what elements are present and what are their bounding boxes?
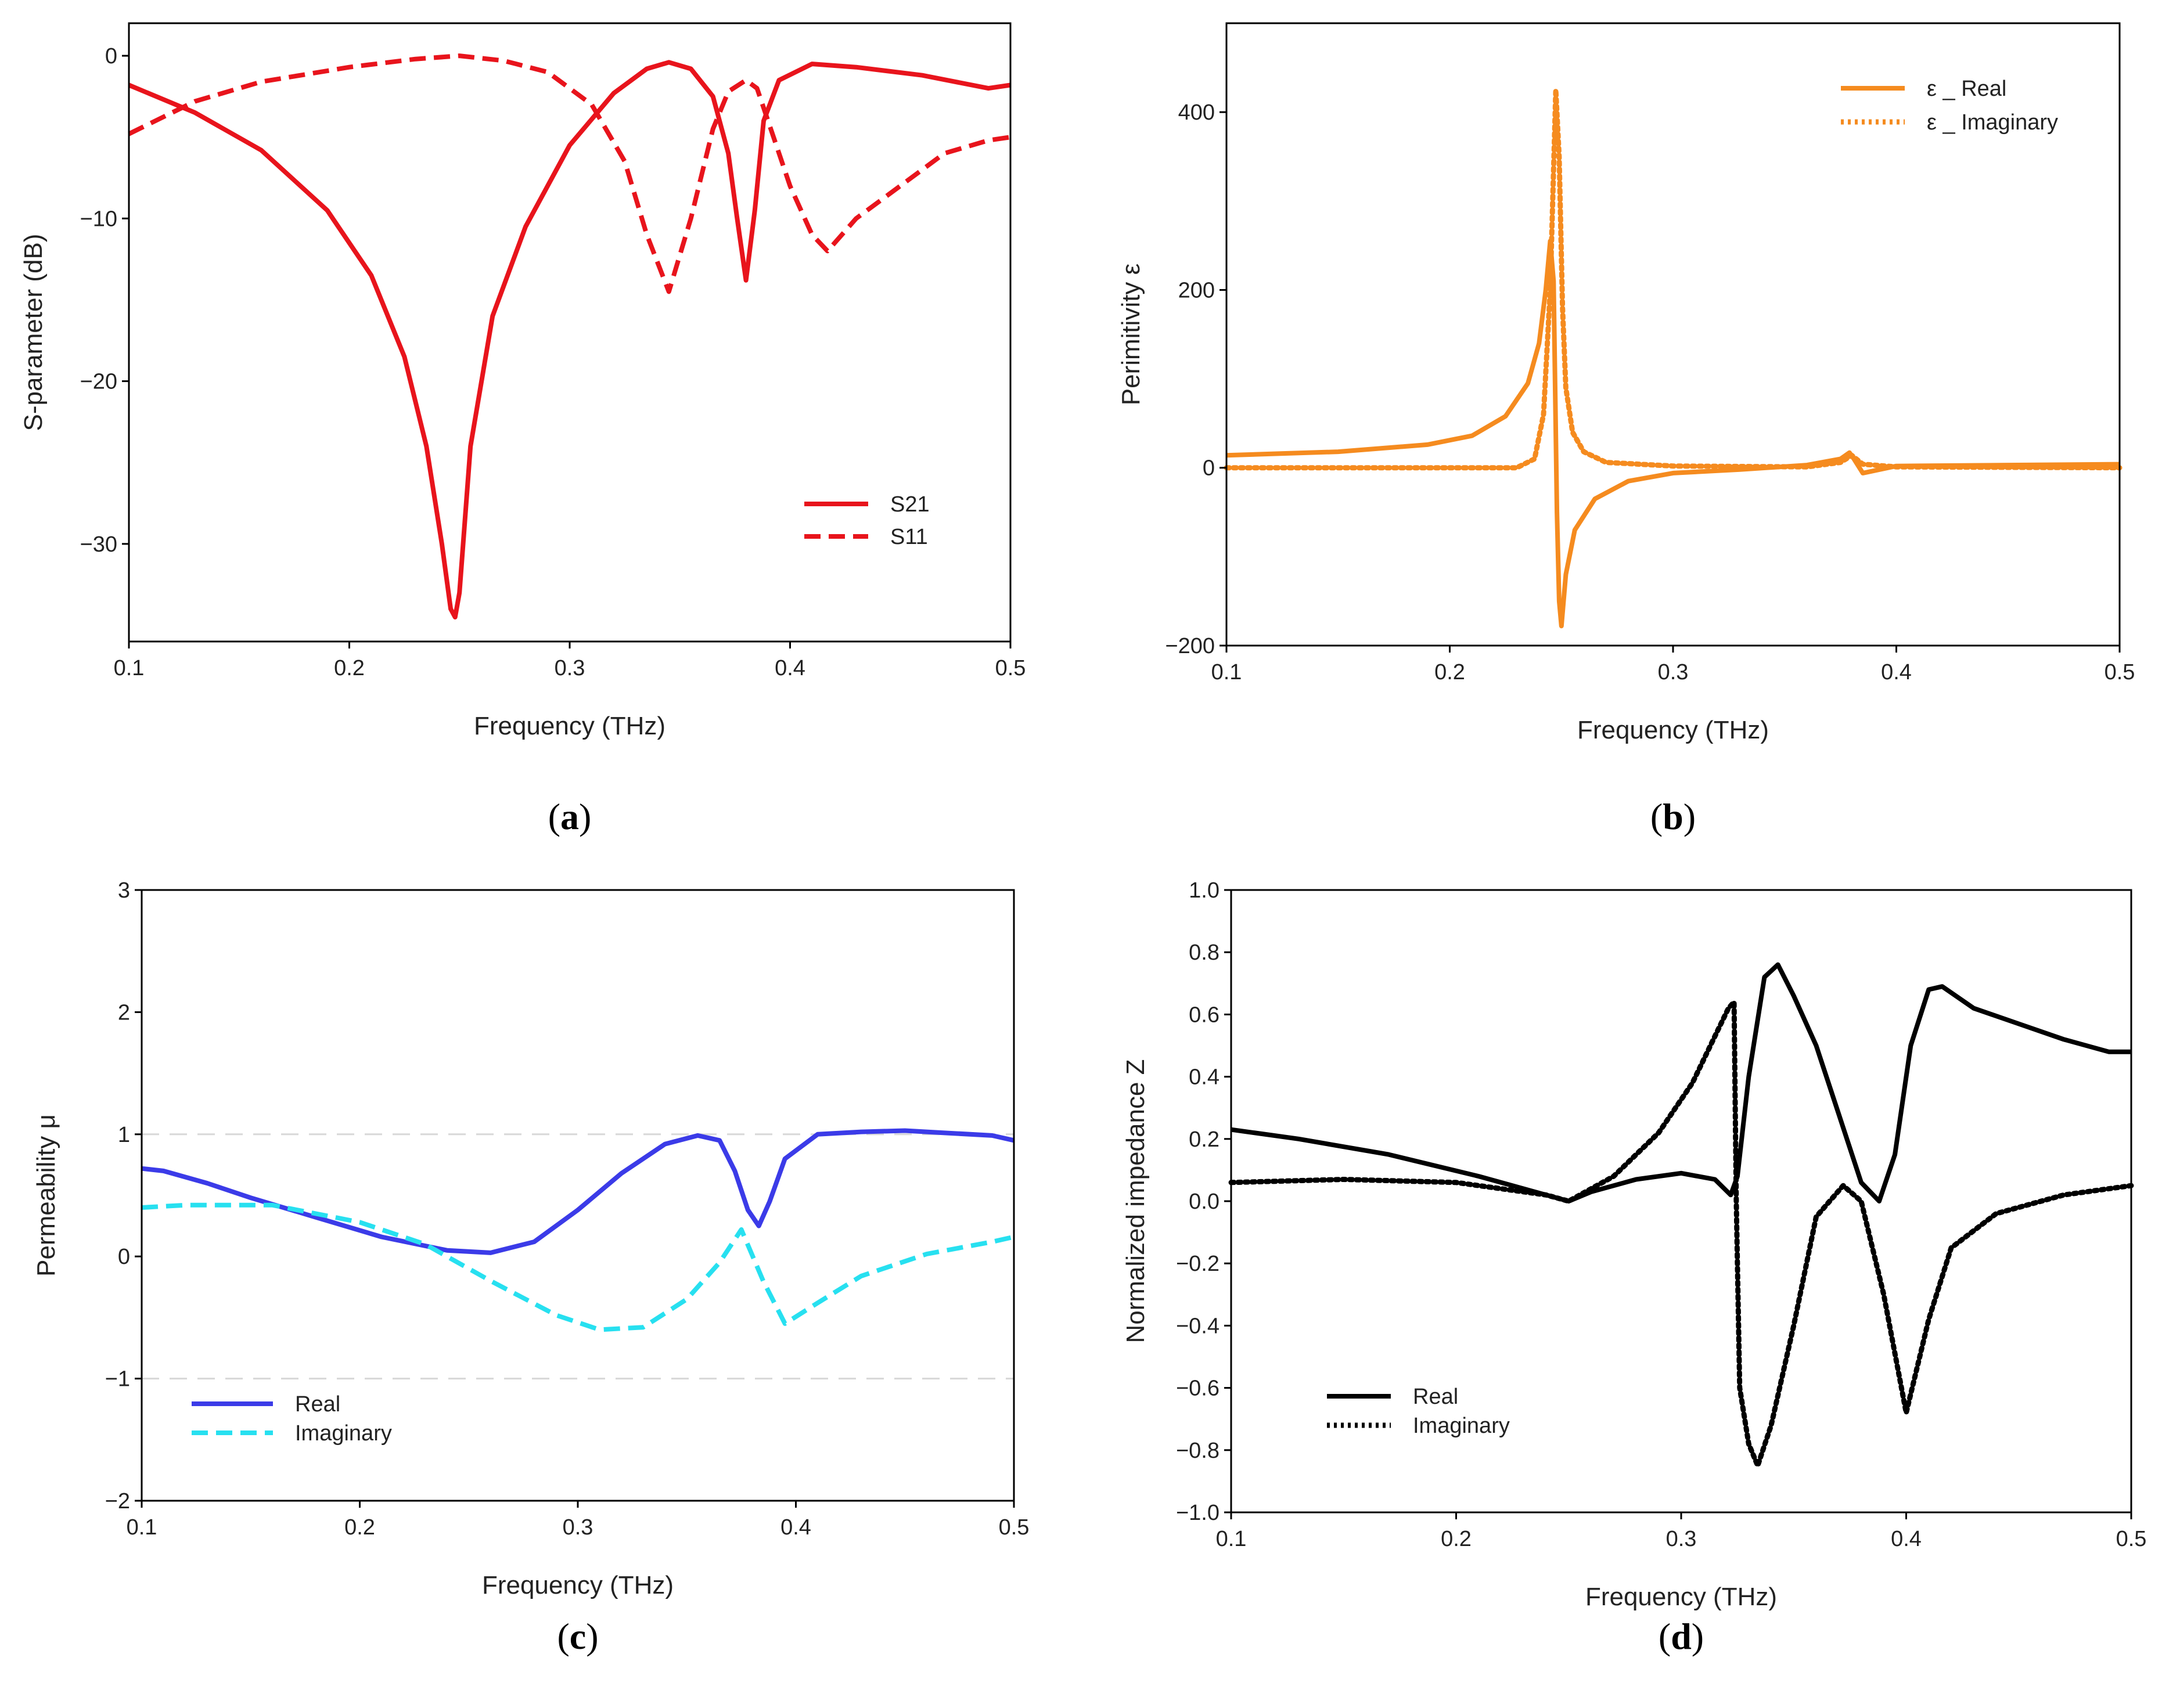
x-tick-label: 0.5 bbox=[999, 1515, 1030, 1540]
x-tick-label: 0.3 bbox=[1658, 660, 1689, 684]
series-line-s21 bbox=[128, 60, 1011, 619]
x-tick-label: 0.2 bbox=[1434, 660, 1465, 684]
x-tick-label: 0.3 bbox=[1666, 1527, 1697, 1551]
x-axis-label: Frequency (THz) bbox=[474, 712, 665, 740]
series-line-real bbox=[1231, 962, 2131, 1203]
y-tick-label: 0.6 bbox=[1189, 1003, 1220, 1027]
legend: Real Imaginary bbox=[192, 1392, 392, 1446]
y-tick-label: 0.8 bbox=[1189, 941, 1220, 965]
legend-label: ε _ Real bbox=[1927, 77, 2006, 101]
legend: ε _ Real ε _ Imaginary bbox=[1841, 77, 2058, 135]
y-tick-label: −200 bbox=[1165, 634, 1215, 658]
legend-label: S11 bbox=[890, 525, 928, 549]
y-tick-label: −0.2 bbox=[1176, 1252, 1220, 1276]
y-axis-label: Normalized impedance Z bbox=[1121, 1059, 1150, 1343]
legend: Real Imaginary bbox=[1327, 1385, 1510, 1438]
chart-panel-b: 0.1 0.2 0.3 0.4 0.5 400 200 0 −200 Frequency (THz… bbox=[1117, 22, 2135, 837]
panel-caption-letter: a bbox=[560, 796, 579, 837]
plot-frame bbox=[141, 889, 1015, 1502]
y-tick-label: 3 bbox=[118, 878, 130, 903]
series-line-imaginary bbox=[1224, 87, 2123, 471]
x-tick-label: 0.3 bbox=[555, 656, 585, 680]
series-line-s11 bbox=[128, 53, 1011, 294]
x-tick-label: 0.5 bbox=[2116, 1527, 2147, 1551]
y-tick-label: 1 bbox=[118, 1123, 130, 1147]
panel-caption-letter: b bbox=[1663, 796, 1683, 837]
x-tick-label: 0.2 bbox=[344, 1515, 375, 1540]
x-tick-label: 0.1 bbox=[127, 1515, 157, 1540]
x-tick-label: 0.4 bbox=[775, 656, 805, 680]
legend-label: Imaginary bbox=[1413, 1414, 1510, 1438]
x-tick-label: 0.1 bbox=[1216, 1527, 1247, 1551]
plot-frame bbox=[128, 22, 1012, 643]
plot-frame bbox=[1230, 889, 2132, 1514]
y-tick-label: 0.0 bbox=[1189, 1190, 1220, 1214]
x-tick-label: 0.4 bbox=[780, 1515, 811, 1540]
y-tick-label: −1 bbox=[105, 1367, 130, 1392]
y-tick-label: −0.6 bbox=[1176, 1377, 1220, 1401]
panel-caption-letter: d bbox=[1671, 1616, 1692, 1657]
y-tick-label: 0 bbox=[118, 1245, 130, 1269]
panel-caption: (d) bbox=[1659, 1616, 1704, 1657]
y-axis-label: S-parameter (dB) bbox=[19, 234, 48, 431]
x-axis-label: Frequency (THz) bbox=[1577, 716, 1769, 744]
y-tick-label: 0.2 bbox=[1189, 1127, 1220, 1152]
series-line-real bbox=[1226, 239, 2120, 629]
panel-caption: (b) bbox=[1650, 796, 1696, 837]
series-line-imaginary bbox=[141, 1202, 1015, 1332]
x-tick-label: 0.2 bbox=[334, 656, 365, 680]
x-tick-label: 0.4 bbox=[1881, 660, 1912, 684]
x-tick-label: 0.5 bbox=[2105, 660, 2135, 684]
y-tick-label: −2 bbox=[105, 1489, 130, 1514]
legend-label: Real bbox=[1413, 1385, 1458, 1409]
x-tick-label: 0.1 bbox=[114, 656, 145, 680]
y-tick-label: −0.4 bbox=[1176, 1314, 1220, 1338]
series-line-imaginary bbox=[1228, 999, 2134, 1469]
x-tick-label: 0.4 bbox=[1891, 1527, 1922, 1551]
legend-label: ε _ Imaginary bbox=[1927, 110, 2058, 135]
y-tick-label: −0.8 bbox=[1176, 1439, 1220, 1463]
panel-caption: (a) bbox=[548, 796, 592, 837]
x-tick-label: 0.5 bbox=[995, 656, 1026, 680]
y-tick-label: −10 bbox=[80, 207, 117, 231]
chart-panel-d: 0.1 0.2 0.3 0.4 0.5 1.0 0.8 0.6 0.4 0.2 0.0 −0.2 −0.… bbox=[1121, 878, 2146, 1657]
panel-caption-letter: c bbox=[570, 1616, 586, 1657]
y-tick-label: 1.0 bbox=[1189, 878, 1220, 903]
y-tick-label: 2 bbox=[118, 1000, 130, 1025]
y-tick-label: 0 bbox=[1203, 456, 1215, 481]
panel-caption: (c) bbox=[557, 1616, 598, 1657]
x-axis-label: Frequency (THz) bbox=[1585, 1583, 1777, 1611]
y-tick-label: −20 bbox=[80, 370, 117, 394]
x-tick-label: 0.3 bbox=[563, 1515, 593, 1540]
x-axis-label: Frequency (THz) bbox=[482, 1571, 674, 1599]
y-tick-label: 200 bbox=[1178, 278, 1215, 302]
legend-label: S21 bbox=[890, 492, 930, 517]
y-tick-label: −1.0 bbox=[1176, 1501, 1220, 1525]
chart-panel-c: 0.1 0.2 0.3 0.4 0.5 3 2 1 0 −1 −2 Frequency (THz) Pe… bbox=[32, 878, 1029, 1657]
legend-label: Imaginary bbox=[295, 1421, 392, 1446]
y-axis-label: Perimitivity ε bbox=[1117, 264, 1145, 406]
y-tick-label: 400 bbox=[1178, 100, 1215, 125]
chart-panel-a: 0.1 0.2 0.3 0.4 0.5 0 −10 −20 −30 Frequency (THz)… bbox=[19, 22, 1026, 837]
series-line-real bbox=[141, 1128, 1015, 1255]
y-tick-label: 0.4 bbox=[1189, 1065, 1220, 1090]
x-tick-label: 0.1 bbox=[1211, 660, 1242, 684]
legend-label: Real bbox=[295, 1392, 340, 1417]
y-tick-label: −30 bbox=[80, 532, 117, 557]
y-tick-label: 0 bbox=[105, 44, 117, 69]
x-tick-label: 0.2 bbox=[1441, 1527, 1472, 1551]
y-axis-label: Permeability μ bbox=[32, 1114, 60, 1277]
